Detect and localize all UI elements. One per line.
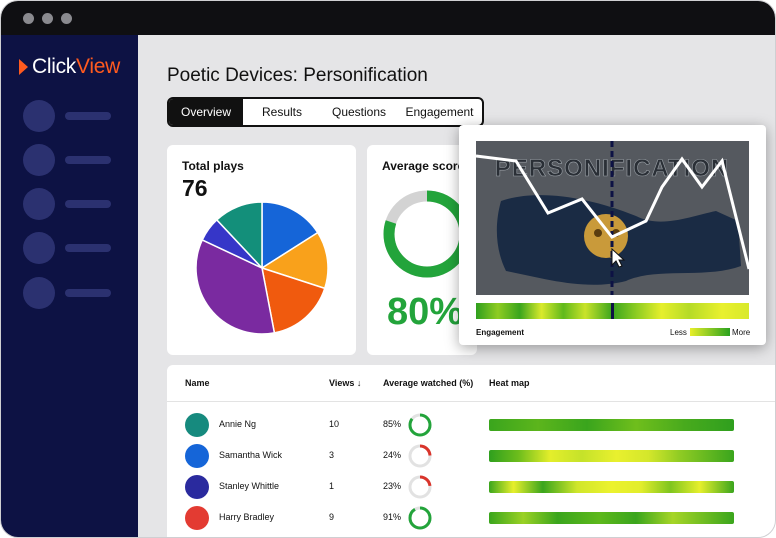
row-progress-ring xyxy=(408,475,432,499)
row-progress-ring xyxy=(408,506,432,530)
sidebar-item-icon xyxy=(23,144,55,176)
pie-slice-1 xyxy=(261,201,319,270)
engagement-graph: PERSONIFICATION xyxy=(476,141,749,295)
column-header-heat-map: Heat map xyxy=(489,378,530,388)
row-name: Harry Bradley xyxy=(219,512,275,522)
row-name: Samantha Wick xyxy=(219,450,283,460)
cursor-icon xyxy=(611,247,626,268)
sidebar-item-5[interactable] xyxy=(23,277,111,309)
sidebar-item-icon xyxy=(23,100,55,132)
avatar xyxy=(185,506,209,530)
row-average: 91% xyxy=(383,512,402,522)
title-bar xyxy=(1,1,775,35)
row-progress-ring xyxy=(408,444,432,468)
row-views: 10 xyxy=(329,419,340,429)
engagement-line xyxy=(476,154,749,270)
table-row[interactable]: Samantha Wick 3 24% xyxy=(167,441,775,472)
engagement-heat-strip xyxy=(476,303,749,319)
play-icon xyxy=(19,59,28,75)
row-heat-map xyxy=(489,450,734,462)
table-row[interactable]: Harry Bradley 9 91% xyxy=(167,503,775,534)
row-heat-map xyxy=(489,512,734,524)
header-divider xyxy=(167,401,775,402)
tab-overview[interactable]: Overview xyxy=(169,99,243,125)
window-dot-close[interactable] xyxy=(23,13,34,24)
pie-slice-6 xyxy=(215,201,263,270)
clickview-logo[interactable]: ClickView xyxy=(19,55,120,79)
pie-slice-2 xyxy=(260,231,329,290)
sidebar-item-1[interactable] xyxy=(23,100,111,132)
engagement-popup: PERSONIFICATION Engagement Less More xyxy=(459,125,766,345)
sidebar-item-label-placeholder xyxy=(65,200,111,208)
row-heat-map xyxy=(489,419,734,431)
window-dot-maximize[interactable] xyxy=(61,13,72,24)
row-views: 9 xyxy=(329,512,335,522)
row-views: 3 xyxy=(329,450,335,460)
average-score-value: 80% xyxy=(387,291,464,333)
sidebar-item-icon xyxy=(23,232,55,264)
row-progress-ring xyxy=(408,413,432,437)
total-plays-value: 76 xyxy=(182,175,208,201)
avatar xyxy=(185,475,209,499)
row-average: 24% xyxy=(383,450,402,460)
average-score-card: Average score 80% xyxy=(367,145,477,355)
engagement-legend-bar xyxy=(690,328,730,336)
column-header-average-watched[interactable]: Average watched (%) xyxy=(383,378,474,388)
plays-pie-chart xyxy=(195,201,329,335)
tab-bar: Overview Results Questions Engagement xyxy=(167,97,484,127)
row-name: Annie Ng xyxy=(219,419,257,429)
page-title: Poetic Devices: Personification xyxy=(167,65,428,86)
sidebar-item-icon xyxy=(23,188,55,220)
table-row[interactable]: Annie Ng 10 85% xyxy=(167,410,775,441)
video-title-text: PERSONIFICATION xyxy=(495,155,730,182)
sidebar-item-label-placeholder xyxy=(65,112,111,120)
column-header-views[interactable]: Views ↓ xyxy=(329,378,362,388)
row-views: 1 xyxy=(329,481,335,491)
pie-slice-3 xyxy=(261,266,326,334)
sidebar: ClickView xyxy=(1,35,138,537)
avatar xyxy=(185,444,209,468)
video-thumbnail[interactable]: PERSONIFICATION xyxy=(476,141,749,295)
logo-text: ClickView xyxy=(32,55,120,79)
sidebar-item-3[interactable] xyxy=(23,188,111,220)
window-dot-minimize[interactable] xyxy=(42,13,53,24)
sidebar-item-label-placeholder xyxy=(65,289,111,297)
legend-less-label: Less xyxy=(670,328,687,337)
total-plays-card: Total plays 76 xyxy=(167,145,356,355)
row-average: 23% xyxy=(383,481,402,491)
viewers-table: Name Views ↓ Average watched (%) Heat ma… xyxy=(167,365,775,537)
sidebar-item-label-placeholder xyxy=(65,156,111,164)
tab-results[interactable]: Results xyxy=(261,105,302,119)
sidebar-item-4[interactable] xyxy=(23,232,111,264)
row-average: 85% xyxy=(383,419,402,429)
row-name: Stanley Whittle xyxy=(219,481,280,491)
sidebar-item-2[interactable] xyxy=(23,144,111,176)
avatar xyxy=(185,413,209,437)
column-header-name[interactable]: Name xyxy=(185,378,210,388)
logo-text-click: Click xyxy=(32,55,76,78)
total-plays-title: Total plays xyxy=(182,159,244,173)
logo-text-view: View xyxy=(76,55,120,78)
legend-more-label: More xyxy=(732,328,751,337)
table-row[interactable]: Stanley Whittle 1 23% xyxy=(167,472,775,503)
engagement-label: Engagement xyxy=(476,328,525,337)
pie-slice-4 xyxy=(195,238,276,335)
row-heat-map xyxy=(489,481,734,493)
tab-engagement[interactable]: Engagement xyxy=(405,105,474,119)
average-score-title: Average score xyxy=(382,159,465,173)
heat-strip-playhead xyxy=(611,303,614,319)
sidebar-item-icon xyxy=(23,277,55,309)
sidebar-item-label-placeholder xyxy=(65,244,111,252)
tab-questions[interactable]: Questions xyxy=(331,105,387,119)
